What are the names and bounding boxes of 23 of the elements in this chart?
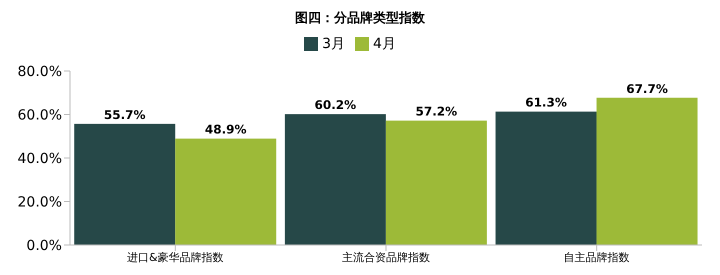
bar (496, 112, 597, 245)
chart-title: 图四：分品牌类型指数 (294, 10, 426, 28)
data-label: 60.2% (314, 98, 356, 112)
x-tick-label: 自主品牌指数 (564, 250, 630, 264)
bar (175, 138, 276, 245)
x-tick-label: 进口&豪华品牌指数 (127, 250, 224, 264)
y-tick-label: 40.0% (18, 150, 62, 167)
x-tick-label: 主流合资品牌指数 (342, 250, 430, 264)
bar (284, 114, 386, 245)
legend-label: 3月 (322, 36, 345, 52)
bar (596, 98, 698, 245)
data-label: 55.7% (104, 108, 146, 122)
y-tick-label: 20.0% (18, 194, 62, 210)
y-tick-label: 60.0% (18, 107, 62, 124)
data-label: 61.3% (525, 96, 567, 110)
bar (74, 124, 176, 245)
data-label: 67.7% (626, 82, 668, 96)
y-tick-label: 80.0% (18, 64, 62, 80)
bar (386, 120, 487, 245)
data-label: 48.9% (204, 122, 247, 137)
legend-label: 4月 (373, 36, 396, 52)
data-label: 57.2% (416, 104, 458, 119)
y-tick-label: 0.0% (26, 238, 62, 254)
